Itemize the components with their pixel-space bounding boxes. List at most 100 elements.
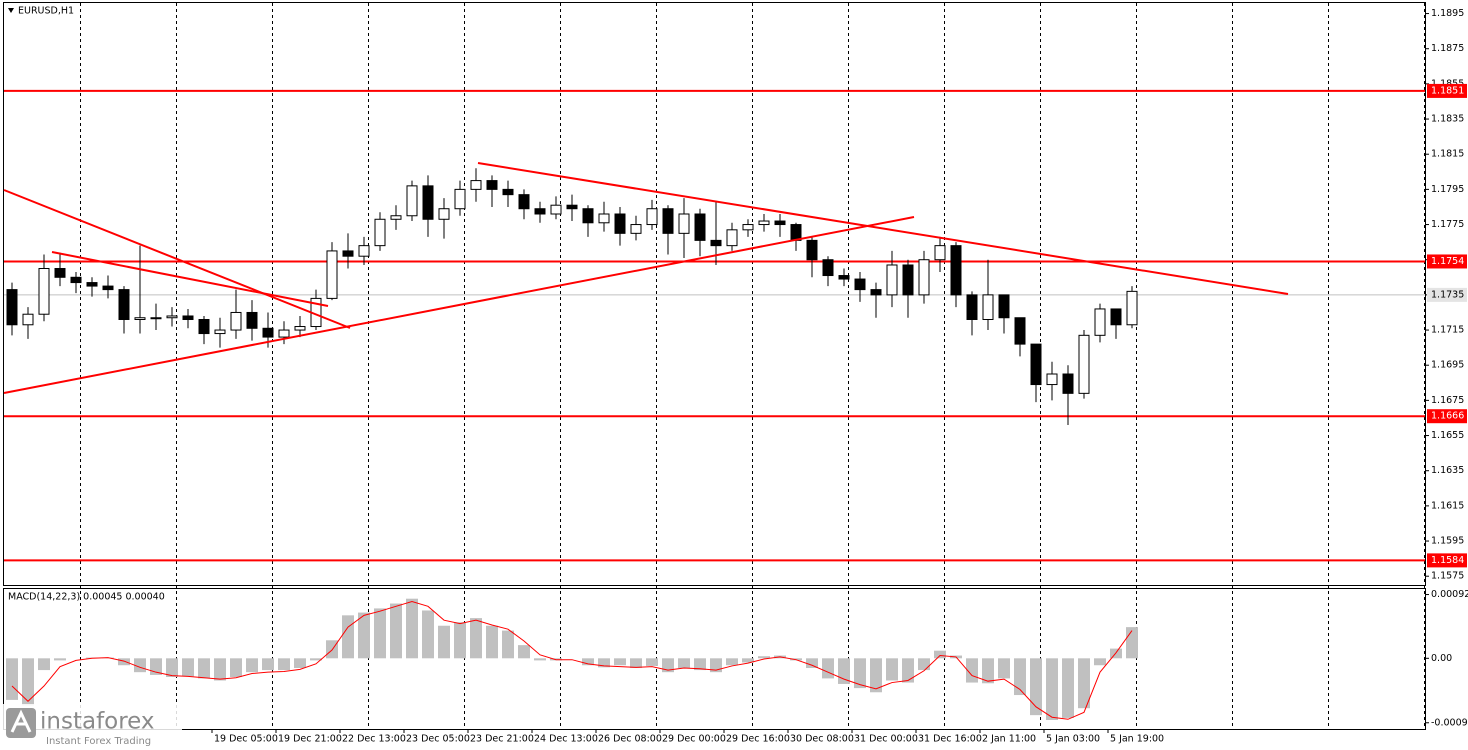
candle-body xyxy=(886,264,898,296)
macd-bar xyxy=(294,658,306,669)
y-tick-label: 1.1595 xyxy=(1431,536,1464,547)
x-tick-label: 29 Dec 00:00 xyxy=(662,734,726,745)
candle-body xyxy=(790,224,802,241)
macd-bar xyxy=(1046,658,1058,720)
candle-body xyxy=(998,294,1010,319)
macd-bar xyxy=(534,658,546,661)
macd-bar xyxy=(502,630,514,659)
y-tick-label: 1.1795 xyxy=(1431,184,1464,195)
candle-body xyxy=(822,259,834,277)
candle-body xyxy=(1062,373,1074,394)
macd-bar xyxy=(230,658,242,678)
macd-bar xyxy=(422,610,434,659)
candle-body xyxy=(246,311,258,329)
macd-bar xyxy=(1030,658,1042,716)
trend-line xyxy=(3,216,915,394)
candle-body xyxy=(902,264,914,296)
watermark-logo-mark xyxy=(10,709,32,733)
x-tick-label: 5 Jan 19:00 xyxy=(1110,734,1164,745)
symbol-icon xyxy=(8,8,14,13)
macd-bar xyxy=(806,658,818,669)
candle-body xyxy=(1094,308,1106,336)
macd-bar xyxy=(886,658,898,681)
candle-body xyxy=(550,204,562,215)
level-label: 1.1754 xyxy=(1431,256,1464,267)
x-tick-label: 29 Dec 16:00 xyxy=(726,734,790,745)
candle-body xyxy=(694,213,706,241)
x-tick-label: 22 Dec 13:00 xyxy=(342,734,406,745)
x-tick-label: 31 Dec 16:00 xyxy=(918,734,982,745)
candle-body xyxy=(22,313,34,326)
x-tick-label: 2 Jan 11:00 xyxy=(982,734,1036,745)
macd-bar xyxy=(518,645,530,659)
candle-body xyxy=(150,317,162,320)
candle-body xyxy=(278,329,290,338)
x-tick-label: 19 Dec 21:00 xyxy=(278,734,342,745)
candle-body xyxy=(198,318,210,335)
candle-body xyxy=(1078,334,1090,394)
y-tick-label: 1.1615 xyxy=(1431,500,1464,511)
candle-body xyxy=(870,289,882,296)
macd-bar xyxy=(182,658,194,677)
y-tick-label: 1.1835 xyxy=(1431,114,1464,125)
candle-body xyxy=(454,188,466,210)
candle-body xyxy=(502,188,514,196)
candle-body xyxy=(54,268,66,278)
candle-body xyxy=(934,245,946,261)
candle-body xyxy=(6,289,18,326)
candle-body xyxy=(102,285,114,291)
macd-bar xyxy=(358,612,370,659)
macd-bar xyxy=(166,658,178,678)
x-tick-label: 26 Dec 08:00 xyxy=(598,734,662,745)
candle-body xyxy=(390,215,402,220)
macd-bar xyxy=(982,658,994,684)
candle-body xyxy=(950,245,962,296)
watermark-tagline: Instant Forex Trading xyxy=(46,736,151,747)
macd-bar xyxy=(310,658,322,661)
macd-bar xyxy=(1062,658,1074,718)
y-tick-label: 1.1855 xyxy=(1431,78,1464,89)
y-tick-label: 0.00 xyxy=(1431,653,1452,664)
price-panel xyxy=(3,2,1426,586)
macd-bar xyxy=(118,658,130,666)
y-tick-label: 1.1875 xyxy=(1431,43,1464,54)
candle-body xyxy=(598,213,610,224)
macd-bar xyxy=(710,658,722,673)
candle-body xyxy=(742,224,754,231)
level-box xyxy=(1427,553,1467,568)
x-tick-label: 24 Dec 13:00 xyxy=(534,734,598,745)
macd-bar xyxy=(758,656,770,659)
candle-body xyxy=(1030,343,1042,386)
last-price-label: 1.1735 xyxy=(1431,289,1464,300)
candle-body xyxy=(534,208,546,215)
candle-body xyxy=(118,289,130,320)
watermark: instaforex Instant Forex Trading xyxy=(0,704,182,750)
candle-body xyxy=(838,275,850,280)
macd-bar xyxy=(1014,658,1026,696)
macd-bar xyxy=(214,658,226,681)
macd-bar xyxy=(582,658,594,666)
macd-bar xyxy=(694,658,706,671)
macd-bar xyxy=(646,658,658,666)
macd-bar xyxy=(630,658,642,669)
macd-bar xyxy=(454,622,466,659)
macd-bar xyxy=(246,658,258,673)
macd-bar xyxy=(822,658,834,679)
level-box xyxy=(1427,83,1467,98)
y-tick-label: -0.00093 xyxy=(1431,717,1468,728)
y-tick-label: 1.1675 xyxy=(1431,395,1464,406)
x-tick-label: 5 Jan 03:00 xyxy=(1046,734,1100,745)
candle-body xyxy=(70,276,82,284)
y-tick-label: 0.00092 xyxy=(1431,589,1468,600)
candle-body xyxy=(918,259,930,296)
macd-bar xyxy=(854,658,866,689)
macd-bar xyxy=(678,658,690,669)
candle-body xyxy=(326,250,338,299)
macd-bar xyxy=(198,658,210,679)
macd-bar xyxy=(470,618,482,659)
level-label: 1.1666 xyxy=(1431,411,1464,422)
macd-bar xyxy=(406,598,418,659)
macd-bar xyxy=(1078,658,1090,709)
candle-body xyxy=(726,229,738,247)
